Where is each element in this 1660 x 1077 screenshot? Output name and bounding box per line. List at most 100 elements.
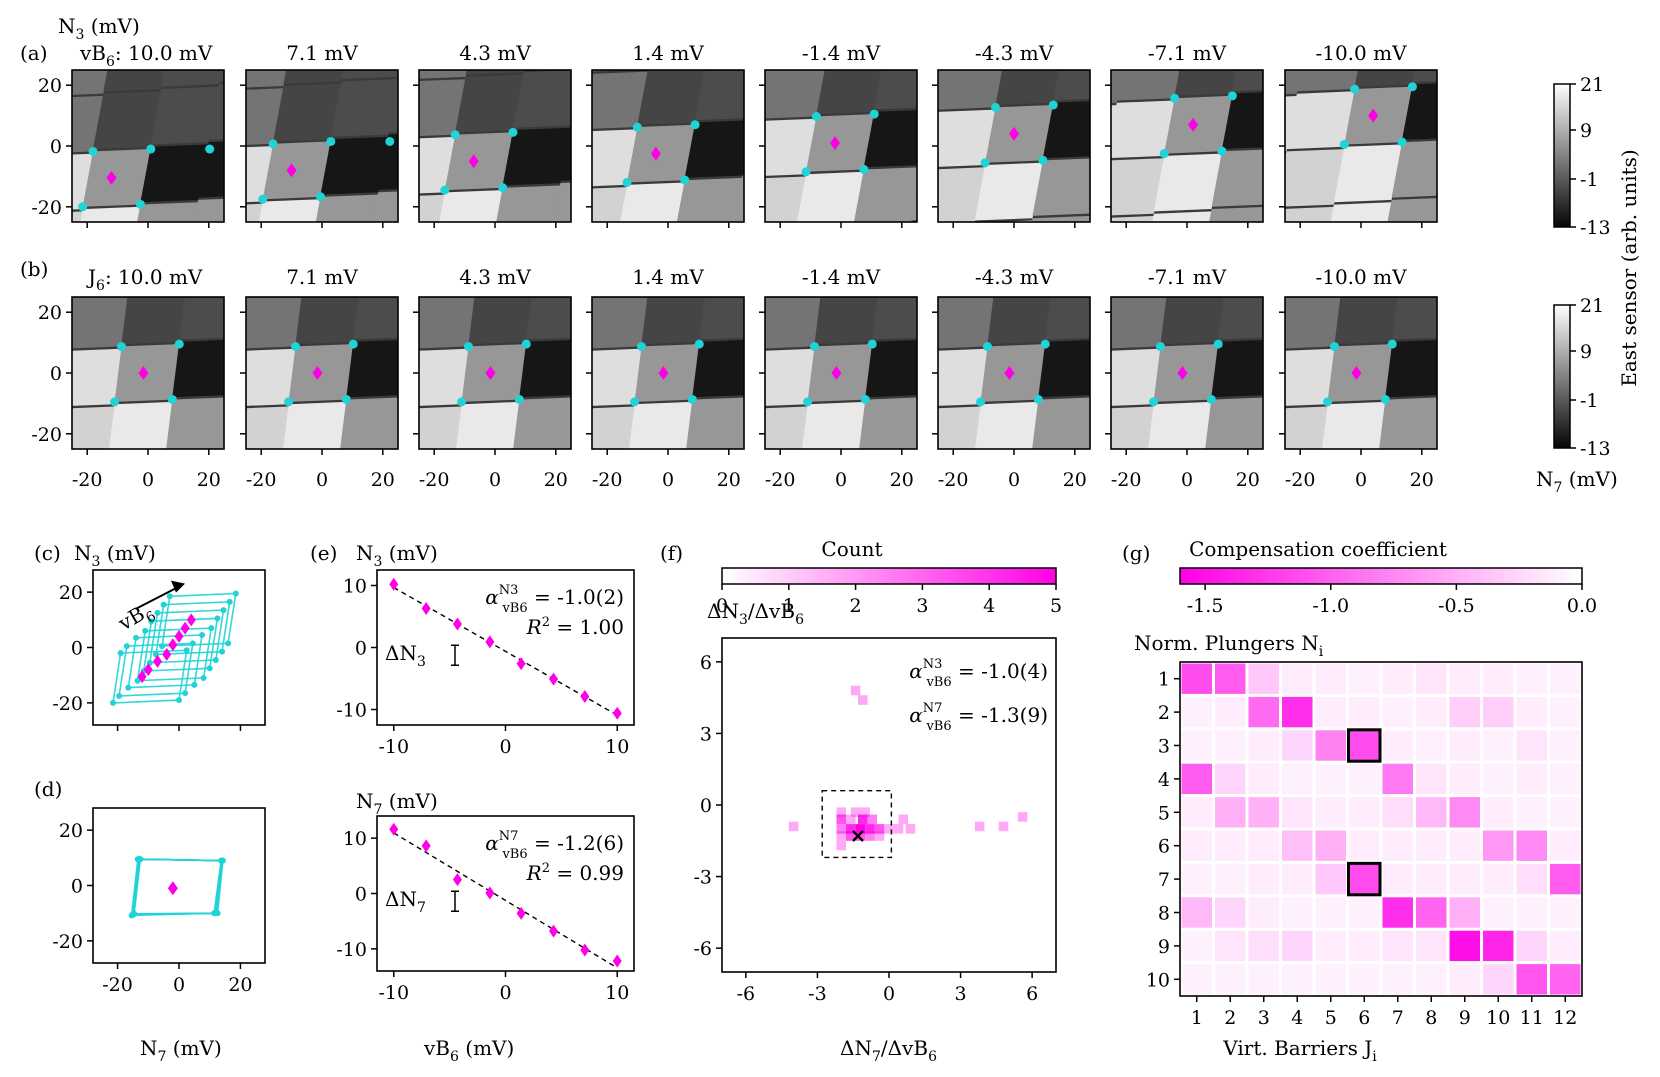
row-a-plot-1 [246, 70, 398, 222]
panel-f-count-cell [855, 824, 866, 834]
panel-d-ytick-label: -20 [52, 931, 83, 953]
panel-f-colorbar-tick-label: 3 [916, 595, 928, 617]
row-b-plot-6 [1111, 297, 1263, 449]
panel-c-ytick-label: 20 [59, 582, 83, 604]
panel-g-cell [1550, 730, 1581, 761]
panel-g-highlight-cell [1347, 728, 1382, 763]
panelE1-point [389, 577, 399, 591]
row-b-cyan-dot [636, 342, 646, 352]
panel-g-cell [1550, 897, 1581, 928]
row-b-plot-0 [72, 297, 224, 449]
panel-g-cell [1248, 763, 1279, 795]
panelE2-point [516, 906, 526, 920]
row-a-center-marker [106, 170, 117, 185]
panel-c-corner-dot [166, 593, 173, 600]
panel-g-xlabel: Virt. Barriers Ji [1222, 1036, 1377, 1065]
row-b-ytick-label: 20 [38, 302, 62, 324]
panelE2-point [580, 943, 590, 957]
row-b-cyan-dot [809, 342, 819, 352]
row-a-cyan-dot [680, 175, 690, 185]
colorbar-tick-label: -13 [1580, 217, 1611, 239]
row-b-plot-3 [592, 297, 744, 449]
colorbar-tick-label: 21 [1580, 295, 1604, 317]
row-b-title-7: -10.0 mV [1315, 265, 1407, 289]
panel-g-cell [1382, 897, 1413, 928]
panelE1-fit-line [393, 586, 618, 716]
row-a-cyan-dot [811, 112, 821, 122]
row-a-cyan-dot [859, 164, 869, 174]
panelE2-point [452, 873, 462, 887]
panel-g-cell [1315, 797, 1346, 828]
panel-g-cell [1315, 696, 1346, 728]
panel-g-cell [1349, 763, 1380, 795]
panel-g-cell [1483, 964, 1514, 995]
panel-f-count-cell [857, 695, 868, 705]
panel-g-ytick-label: 7 [1158, 869, 1170, 891]
panel-g-cell [1516, 663, 1547, 694]
row-b-cyan-dot [982, 342, 992, 352]
row-a-cyan-dot [991, 102, 1001, 112]
panel-c-ytick-label: 0 [71, 638, 83, 660]
panel-c-corner-dot [232, 590, 239, 597]
panel-f-count-cell [850, 807, 861, 817]
panel-c-corner-dot [219, 648, 225, 655]
panel-g-ytick-label: 2 [1158, 702, 1170, 724]
row-b-cyan-dot [1149, 397, 1159, 407]
row-a-title-4: -1.4 mV [802, 41, 881, 65]
panel-f-ytick-label: 6 [700, 652, 712, 674]
panel-g-ytick-label: 3 [1158, 736, 1170, 758]
row-b-cyan-dot [110, 397, 120, 407]
panelE2-r2-label: R2 = 0.99 [526, 861, 624, 885]
row-b-ytick-label: 0 [50, 363, 62, 385]
row-b-xtick-label: 0 [835, 469, 847, 491]
panel-g-cell [1282, 696, 1313, 728]
row-b-cyan-dot [1155, 342, 1165, 352]
row-a-cyan-dot [135, 199, 145, 209]
panel-f-count-cell [836, 840, 847, 851]
panel-c-corner-dot [148, 618, 155, 625]
panel-g-cell [1382, 763, 1413, 795]
panel-c-corner-dot [159, 643, 166, 650]
panel-g-ytick-label: 9 [1158, 936, 1170, 958]
panel-f-count-cell [855, 831, 866, 841]
panel-g-cell [1516, 930, 1547, 962]
panel-c-center-marker [186, 613, 196, 627]
panelE1-point [580, 689, 590, 703]
panel-f-count-cell [846, 831, 856, 841]
panel-label-g: (g) [1122, 541, 1150, 565]
panel-f-count-cell [865, 831, 875, 841]
panel-g-highlight-cell [1347, 861, 1382, 897]
row-b-cyan-dot [694, 339, 704, 349]
panel-g-colorbar [1179, 567, 1583, 585]
row-b-cyan-dot [803, 397, 813, 407]
panel-g-cell [1449, 696, 1480, 728]
panel-f-count-cell [998, 821, 1009, 832]
panel-label-c: (c) [34, 541, 61, 565]
panel-d-cell-outline [132, 858, 223, 916]
panel-c-arrow [135, 585, 180, 610]
panel-f-colorbar-tick-label: 0 [716, 595, 728, 617]
panel-g-cell [1382, 830, 1413, 861]
panelE2-fit-line [393, 832, 618, 969]
row-b-xtick-label: -20 [592, 469, 623, 491]
panel-g-cell [1315, 730, 1346, 761]
panel-g-cell [1349, 830, 1380, 861]
panel-g-ytick-label: 6 [1158, 836, 1170, 858]
row-a-cyan-dot [632, 122, 642, 132]
panel-g-cell [1349, 730, 1380, 761]
panel-c-corner-dot [214, 615, 221, 622]
panel-g-cell [1516, 696, 1547, 728]
row-b-center-marker [138, 366, 149, 380]
panel-d-corner-dot [214, 910, 221, 917]
panel-g-xtick-label: 2 [1224, 1007, 1236, 1029]
panelE2-point [485, 886, 495, 900]
panel-g-cell [1550, 964, 1581, 995]
panel-f-count-cell [846, 824, 856, 834]
panel-c-corner-dot [206, 665, 213, 672]
panel-f-alpha-label-2: αN7 vB6 = -1.3(9) [909, 701, 1048, 734]
panel-f-ytick-label: -3 [693, 867, 712, 889]
row-b-xtick-label: 20 [197, 469, 221, 491]
panel-c-corner-dot [220, 607, 227, 614]
panel-g-cell [1382, 663, 1413, 694]
row-b-cyan-dot [284, 397, 294, 407]
